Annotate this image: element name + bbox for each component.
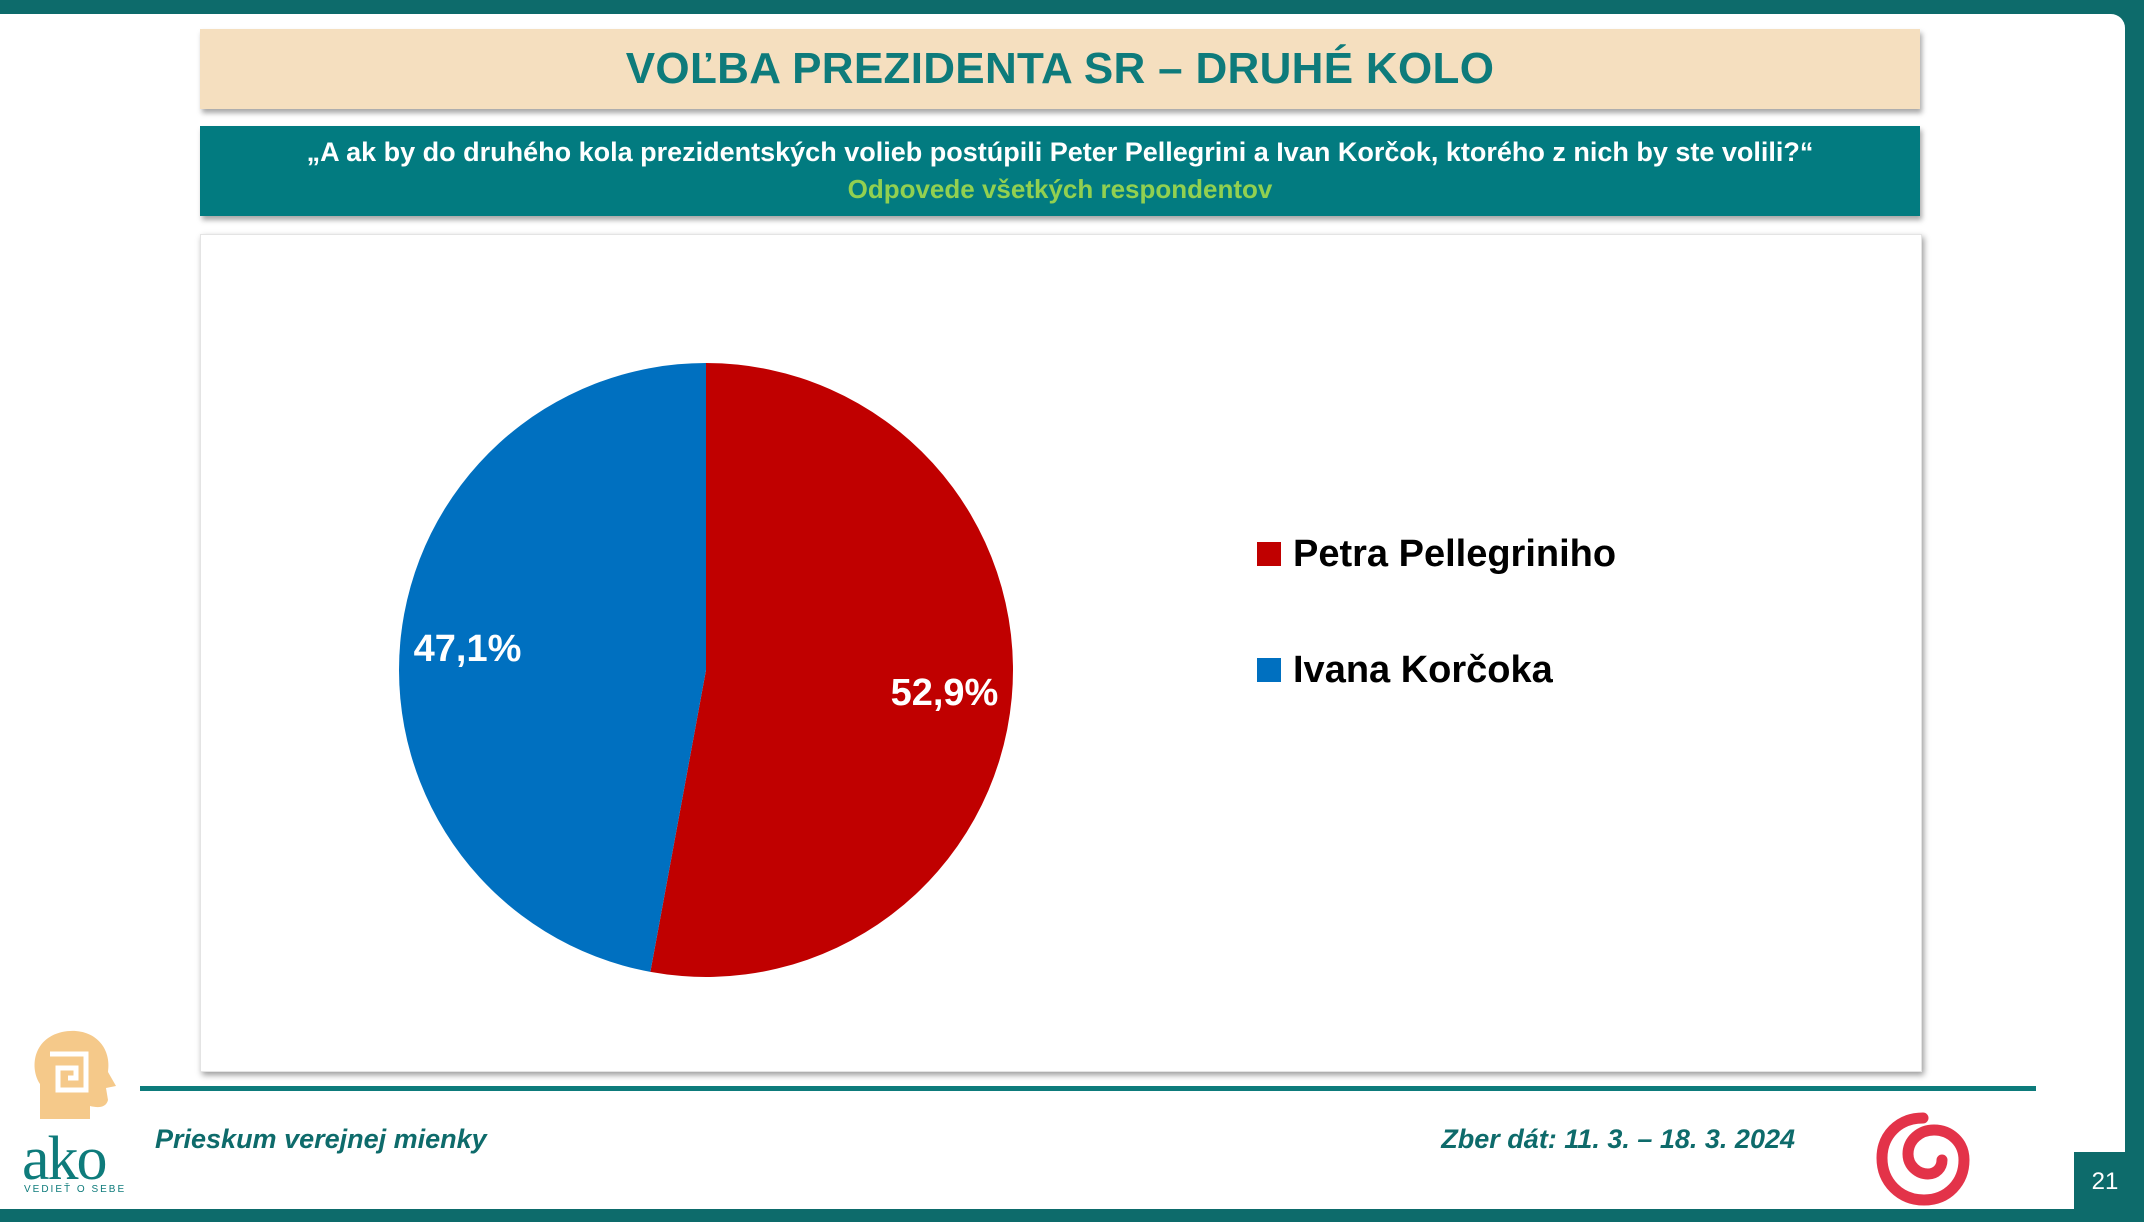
pie-slice-label-1: 52,9% — [891, 672, 999, 714]
legend-label-2: Ivana Korčoka — [1293, 648, 1553, 691]
survey-name: Prieskum verejnej mienky — [155, 1124, 487, 1154]
legend-swatch-2 — [1257, 658, 1281, 682]
question-banner: „A ak by do druhého kola prezidentských … — [200, 126, 1920, 216]
legend-label-1: Petra Pellegriniho — [1293, 532, 1617, 575]
head-profile-icon — [34, 1030, 116, 1119]
chart-panel: 52,9% 47,1% Petra Pellegriniho Ivana Korčo… — [200, 234, 1922, 1072]
chart-legend: Petra Pellegriniho Ivana Korčoka — [1257, 525, 1616, 757]
pie-slice-2 — [399, 363, 706, 972]
footer-divider — [140, 1086, 2036, 1091]
slide: VOĽBA PREZIDENTA SR – DRUHÉ KOLO „A ak b… — [0, 14, 2125, 1209]
page-number: 21 — [2074, 1152, 2136, 1212]
respondents-subtitle: Odpovede všetkých respondentov — [847, 174, 1273, 204]
ako-wordmark: ako — [22, 1125, 108, 1193]
pie-slice-1 — [650, 363, 1014, 977]
ako-tagline: VEDIEŤ O SEBE — [24, 1184, 127, 1195]
collection-dates: Zber dát: 11. 3. – 18. 3. 2024 — [1441, 1124, 1795, 1154]
title-banner: VOĽBA PREZIDENTA SR – DRUHÉ KOLO — [200, 29, 1920, 109]
legend-swatch-1 — [1257, 542, 1281, 566]
legend-item-2: Ivana Korčoka — [1257, 641, 1616, 699]
ako-logo: ako VEDIEŤ O SEBE — [16, 1024, 146, 1204]
swirl-logo-icon — [1876, 1112, 1970, 1206]
survey-question: „A ak by do druhého kola prezidentských … — [306, 137, 1814, 167]
pie-slice-label-2: 47,1% — [414, 628, 522, 670]
legend-item-1: Petra Pellegriniho — [1257, 525, 1616, 583]
pie-chart: 52,9% 47,1% — [399, 363, 1014, 977]
slide-title: VOĽBA PREZIDENTA SR – DRUHÉ KOLO — [625, 44, 1495, 93]
